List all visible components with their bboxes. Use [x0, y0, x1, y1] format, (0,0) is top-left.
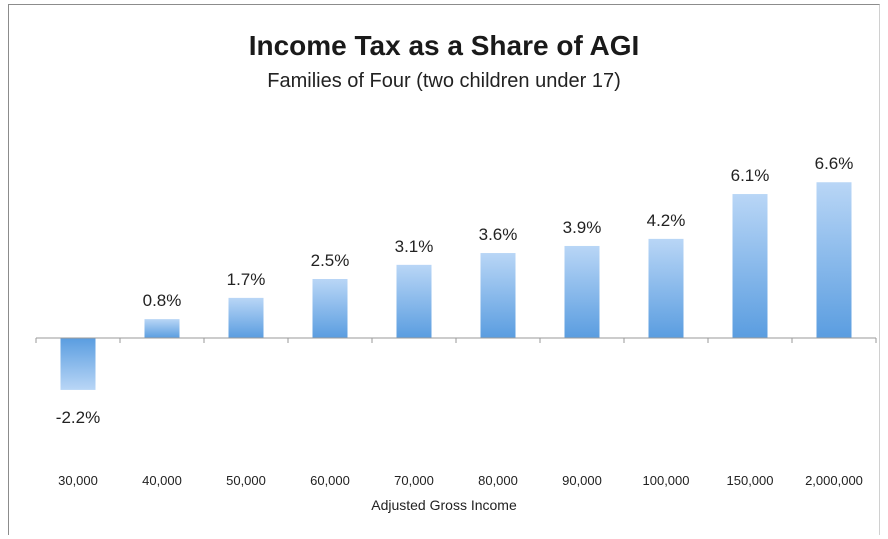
bar-40000 [145, 319, 180, 338]
x-tick-label: 2,000,000 [805, 473, 863, 488]
x-tick-label: 60,000 [310, 473, 350, 488]
x-axis-title: Adjusted Gross Income [0, 497, 888, 513]
data-label: 6.1% [731, 166, 770, 185]
x-tick-label: 40,000 [142, 473, 182, 488]
data-label: 2.5% [311, 251, 350, 270]
bar-30000 [61, 338, 96, 390]
data-label: 3.9% [563, 218, 602, 237]
data-label: 6.6% [815, 154, 854, 173]
data-label: 3.6% [479, 225, 518, 244]
x-tick-label: 80,000 [478, 473, 518, 488]
bar-70000 [397, 265, 432, 338]
data-label: 0.8% [143, 291, 182, 310]
bar-50000 [229, 298, 264, 338]
x-tick-label: 90,000 [562, 473, 602, 488]
x-tick-label: 100,000 [643, 473, 690, 488]
bar-90000 [565, 246, 600, 338]
bar-100000 [649, 239, 684, 338]
data-label: -2.2% [56, 408, 100, 427]
x-tick-label: 30,000 [58, 473, 98, 488]
bar-2000000 [817, 182, 852, 338]
x-tick-label: 150,000 [727, 473, 774, 488]
bar-80000 [481, 253, 516, 338]
data-label: 3.1% [395, 237, 434, 256]
data-label: 1.7% [227, 270, 266, 289]
x-tick-label: 50,000 [226, 473, 266, 488]
data-label: 4.2% [647, 211, 686, 230]
bar-60000 [313, 279, 348, 338]
x-tick-label: 70,000 [394, 473, 434, 488]
bar-150000 [733, 194, 768, 338]
